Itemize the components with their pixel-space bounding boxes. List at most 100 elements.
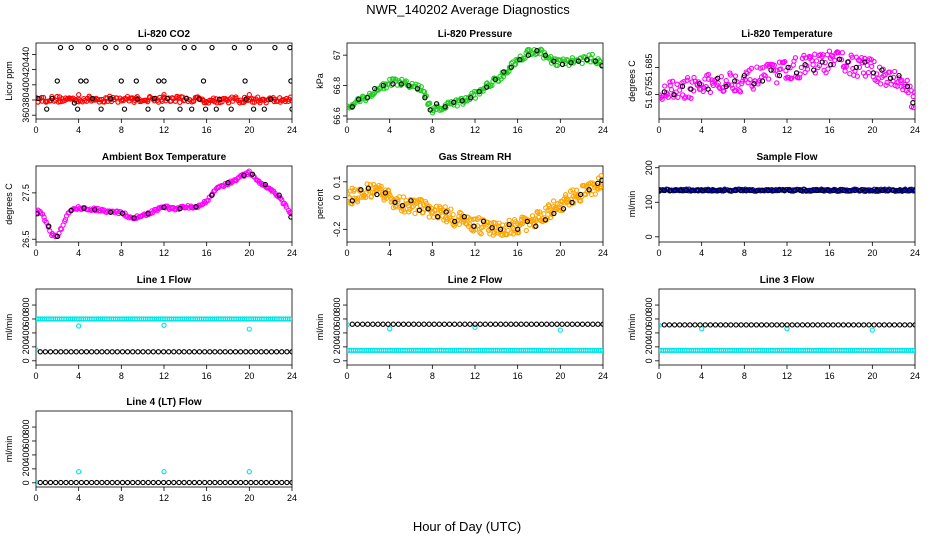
data-point	[836, 187, 842, 194]
data-point	[492, 321, 499, 327]
x-tick-label: 4	[76, 371, 81, 381]
data-point	[411, 321, 417, 327]
data-point	[526, 46, 532, 53]
data-point	[569, 199, 575, 206]
data-point	[522, 55, 528, 61]
data-point	[723, 83, 729, 90]
data-point	[432, 208, 438, 214]
data-point	[108, 95, 114, 102]
data-point	[770, 187, 777, 194]
y-tick-label: 200	[21, 461, 31, 476]
y-tick-label: 26.5	[21, 230, 31, 248]
data-point	[728, 82, 735, 88]
data-point	[387, 193, 393, 199]
data-point	[287, 316, 292, 322]
data-point	[467, 216, 473, 222]
data-point	[131, 215, 137, 221]
data-point	[592, 191, 599, 197]
x-tick-label: 8	[430, 371, 435, 381]
data-point	[390, 321, 396, 327]
x-tick-label: 20	[555, 125, 565, 135]
data-point	[104, 349, 110, 355]
data-point	[778, 66, 784, 72]
y-axis-label: degrees C	[627, 60, 637, 102]
data-point	[186, 479, 192, 486]
plot-frame	[658, 165, 916, 243]
data-point	[533, 321, 540, 327]
chart-title: Line 4 (LT) Flow	[126, 397, 202, 408]
data-point	[771, 62, 777, 68]
data-point	[243, 479, 249, 486]
data-point	[399, 202, 406, 209]
series-black	[36, 171, 292, 240]
x-tick-label: 12	[470, 248, 480, 258]
data-point	[181, 44, 187, 51]
chart-title: Line 2 Flow	[448, 275, 503, 286]
x-tick-label: 24	[287, 125, 297, 135]
data-point	[109, 349, 115, 355]
data-point	[870, 70, 877, 76]
data-point	[516, 229, 522, 236]
data-point	[599, 177, 603, 183]
data-point	[425, 206, 431, 212]
data-point	[819, 187, 826, 194]
data-point	[810, 62, 816, 68]
data-point	[869, 63, 875, 70]
data-point	[885, 187, 891, 194]
data-point	[412, 210, 418, 217]
data-point	[487, 321, 494, 327]
data-point	[887, 75, 894, 81]
chart-title: Li-820 CO2	[138, 29, 191, 40]
y-tick-label: 380	[21, 92, 31, 107]
data-layer	[659, 48, 915, 111]
data-point	[88, 349, 95, 355]
data-point	[121, 106, 128, 112]
data-point	[347, 200, 351, 206]
data-point	[83, 349, 90, 355]
data-point	[696, 81, 703, 87]
data-point	[191, 349, 198, 355]
data-point	[792, 55, 799, 61]
data-point	[258, 349, 264, 355]
data-point	[471, 223, 477, 229]
x-tick-label: 24	[598, 371, 608, 381]
data-point	[907, 322, 913, 328]
data-point	[868, 187, 875, 194]
data-point	[276, 192, 282, 198]
data-point	[119, 210, 126, 216]
data-point	[54, 233, 60, 240]
data-layer	[36, 469, 292, 486]
data-point	[776, 187, 782, 194]
data-point	[799, 322, 806, 328]
data-point	[498, 321, 504, 327]
data-point	[877, 81, 884, 87]
data-point	[41, 214, 47, 220]
data-point	[862, 73, 869, 79]
data-point	[171, 349, 177, 355]
data-point	[52, 233, 59, 240]
data-point	[68, 349, 74, 355]
data-point	[426, 321, 432, 327]
y-tick-label: 400	[21, 77, 31, 92]
data-point	[53, 349, 59, 355]
data-point	[826, 48, 833, 54]
x-tick-label: 12	[159, 371, 169, 381]
data-point	[574, 321, 581, 327]
data-point	[705, 187, 711, 194]
data-point	[250, 106, 257, 112]
data-point	[177, 106, 183, 112]
data-point	[759, 187, 766, 194]
data-point	[542, 52, 549, 58]
data-point	[794, 322, 800, 328]
data-point	[753, 322, 760, 328]
data-point	[856, 322, 862, 328]
data-point	[665, 91, 671, 97]
x-tick-label: 16	[202, 493, 212, 503]
y-tick-label: 27.5	[21, 184, 31, 202]
data-point	[36, 94, 39, 100]
data-point	[466, 221, 473, 227]
data-point	[741, 72, 747, 79]
data-point	[288, 78, 292, 84]
x-tick-label: 16	[513, 248, 523, 258]
data-point	[433, 203, 440, 209]
